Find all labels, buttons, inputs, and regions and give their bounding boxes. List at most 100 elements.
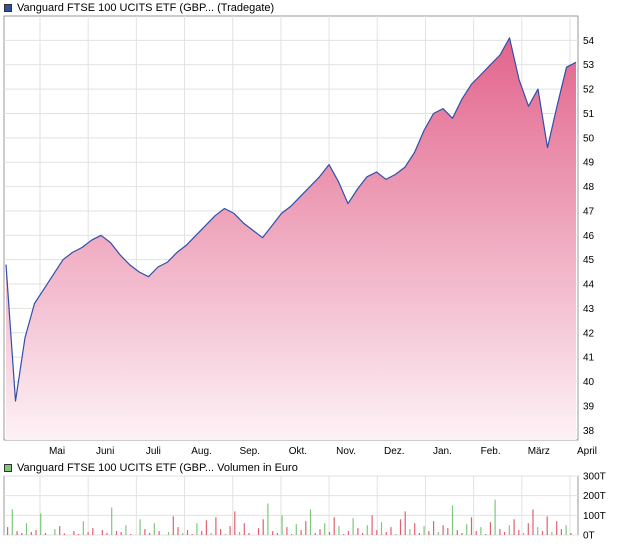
volume-bar	[480, 527, 482, 535]
volume-bar	[513, 519, 515, 535]
price-x-tick-label: Okt.	[289, 446, 307, 457]
price-y-tick-label: 48	[583, 182, 595, 193]
volume-bar	[120, 532, 122, 535]
volume-bar	[286, 527, 288, 535]
volume-bar	[328, 532, 331, 535]
volume-bar	[238, 532, 241, 535]
volume-bar	[210, 533, 212, 535]
volume-bar	[414, 523, 416, 535]
price-y-tick-label: 44	[583, 280, 595, 291]
volume-y-tick-label: 200T	[583, 491, 606, 502]
volume-bar	[272, 531, 274, 535]
volume-bar	[125, 525, 127, 535]
price-y-tick-label: 39	[583, 401, 595, 412]
volume-bar	[518, 530, 520, 535]
volume-bar	[224, 534, 226, 535]
price-x-tick-label: Sep.	[239, 446, 260, 457]
volume-bar	[390, 527, 392, 535]
price-x-tick-label: Juni	[96, 446, 114, 457]
volume-bar	[16, 531, 18, 535]
volume-bar	[499, 529, 501, 535]
volume-bar	[418, 533, 420, 535]
price-y-tick-label: 46	[583, 231, 595, 242]
volume-bar	[489, 522, 491, 535]
volume-bar	[257, 528, 260, 535]
price-y-tick-label: 42	[583, 328, 595, 339]
volume-bar	[248, 533, 250, 535]
volume-bar	[380, 522, 383, 535]
volume-bar	[324, 523, 326, 535]
volume-bar	[376, 530, 378, 535]
volume-bar	[40, 513, 42, 535]
volume-bar	[300, 530, 302, 535]
volume-bar	[201, 531, 203, 535]
volume-bar	[305, 521, 307, 535]
volume-bar	[494, 499, 496, 535]
volume-bar	[551, 532, 553, 535]
volume-bar	[115, 531, 118, 535]
volume-bar	[101, 530, 103, 535]
volume-bar	[130, 534, 132, 535]
volume-bar	[229, 526, 231, 535]
price-x-tick-label: Mai	[49, 446, 65, 457]
volume-bar	[82, 521, 84, 535]
price-legend-label: Vanguard FTSE 100 UCITS ETF (GBP... (Tra…	[17, 2, 275, 14]
price-y-tick-label: 38	[583, 426, 595, 437]
volume-bar	[35, 530, 37, 535]
volume-bar	[243, 523, 245, 535]
volume-bar	[437, 532, 439, 535]
volume-bar	[522, 533, 525, 535]
volume-bar	[404, 511, 406, 535]
price-y-tick-label: 50	[583, 133, 595, 144]
price-x-tick-label: Feb.	[481, 446, 501, 457]
volume-bar	[532, 509, 534, 535]
volume-bar	[333, 517, 335, 535]
volume-bar	[385, 532, 387, 535]
volume-bar	[291, 534, 293, 535]
price-y-tick-label: 49	[583, 158, 595, 169]
volume-bar	[527, 523, 529, 535]
price-y-tick-label: 45	[583, 255, 595, 266]
volume-bar	[73, 531, 75, 535]
price-x-tick-label: Jan.	[433, 446, 452, 457]
volume-bar	[262, 519, 264, 535]
volume-bar	[508, 525, 510, 535]
volume-bar	[319, 529, 321, 535]
price-x-tick-label: Juli	[146, 446, 161, 457]
price-x-tick-label: Dez.	[384, 446, 405, 457]
volume-bar	[442, 525, 444, 535]
volume-bar	[139, 519, 141, 535]
price-area-fill	[6, 37, 576, 441]
volume-bar	[556, 521, 558, 535]
price-series-line	[5, 37, 577, 402]
volume-bar	[466, 524, 468, 535]
volume-bar	[220, 529, 222, 535]
volume-bar	[25, 523, 28, 535]
volume-bar	[205, 520, 207, 536]
volume-bar	[433, 521, 435, 535]
volume-legend-label: Vanguard FTSE 100 UCITS ETF (GBP... Volu…	[17, 462, 298, 474]
volume-bar	[106, 533, 108, 535]
volume-bar	[456, 530, 458, 535]
price-x-tick-label: April	[577, 446, 597, 457]
volume-bar	[565, 525, 567, 535]
volume-bar	[428, 531, 430, 535]
volume-bar	[447, 528, 449, 535]
price-chart: 38 39 40 41 42 43 44 45 46 47 48 49 50 51 52 53 54 Mai Jun…	[3, 15, 597, 457]
volume-bar	[295, 524, 297, 535]
price-y-tick-label: 40	[583, 377, 595, 388]
volume-legend-swatch	[4, 464, 12, 472]
volume-bar	[560, 529, 562, 535]
volume-bar	[546, 516, 548, 535]
volume-bar	[11, 509, 13, 535]
volume-bar	[537, 527, 539, 535]
volume-bar	[54, 529, 56, 535]
volume-bar	[158, 531, 160, 535]
volume-bar	[504, 532, 506, 535]
price-legend-swatch	[4, 4, 12, 12]
volume-bar	[409, 529, 411, 535]
volume-bar	[191, 534, 193, 535]
volume-bar	[281, 515, 283, 535]
volume-bar	[371, 515, 373, 535]
volume-chart: 0T 100T 200T 300T	[3, 472, 606, 542]
